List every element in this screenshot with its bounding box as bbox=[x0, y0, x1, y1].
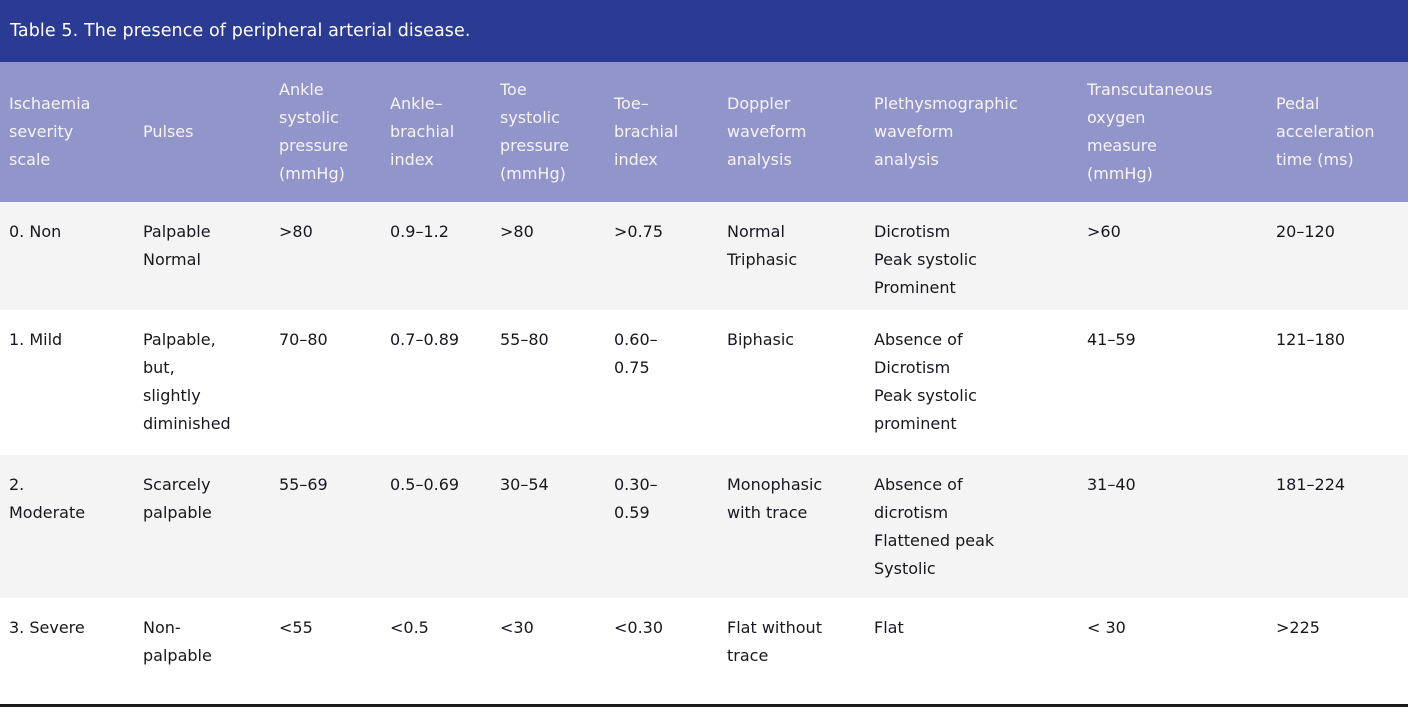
cell-plethysmographic-waveform-analysis: Absence of dicrotism Flattened peak Syst… bbox=[874, 475, 995, 578]
cell-toe-systolic-pressure: <30 bbox=[500, 618, 534, 637]
cell-pedal-acceleration-time: >225 bbox=[1276, 618, 1320, 637]
cell-pulses: Palpable, but, slightly diminished bbox=[143, 330, 231, 433]
cell-toe-brachial-index: <0.30 bbox=[614, 618, 664, 637]
cell-plethysmographic-waveform-analysis: Flat bbox=[874, 618, 904, 637]
cell-toe-systolic-pressure: 30–54 bbox=[500, 475, 549, 494]
cell-toe-brachial-index: >0.75 bbox=[614, 222, 664, 241]
cell-ankle-brachial-index: <0.5 bbox=[390, 618, 429, 637]
cell-ankle-brachial-index: 0.9–1.2 bbox=[390, 222, 449, 241]
table-row: 0. Non Palpable Normal >80 0.9–1.2 >80 >0.75 N… bbox=[0, 202, 1408, 310]
table-title-bar: Table 5. The presence of peripheral arte… bbox=[0, 0, 1408, 62]
cell-pedal-acceleration-time: 20–120 bbox=[1276, 222, 1335, 241]
table-row: 3. Severe Non- palpable <55 <0.5 <30 <0.30 Fla… bbox=[0, 598, 1408, 705]
cell-transcutaneous-oxygen-measure: 31–40 bbox=[1087, 475, 1136, 494]
cell-ankle-systolic-pressure: <55 bbox=[279, 618, 313, 637]
cell-pulses: Non- palpable bbox=[143, 618, 212, 665]
cell-ischaemia-severity-scale: 1. Mild bbox=[9, 330, 63, 349]
cell-transcutaneous-oxygen-measure: 41–59 bbox=[1087, 330, 1136, 349]
column-header-ischaemia-severity-scale: Ischaemia severity scale bbox=[9, 94, 91, 169]
cell-doppler-waveform-analysis: Monophasic with trace bbox=[727, 475, 823, 522]
cell-pedal-acceleration-time: 121–180 bbox=[1276, 330, 1346, 349]
pad-severity-table: Ischaemia severity scale Pulses Ankle syst… bbox=[0, 62, 1408, 707]
cell-pulses: Palpable Normal bbox=[143, 222, 211, 269]
table-row: 1. Mild Palpable, but, slightly diminishe… bbox=[0, 310, 1408, 455]
header-row: Ischaemia severity scale Pulses Ankle syst… bbox=[0, 62, 1408, 202]
cell-transcutaneous-oxygen-measure: < 30 bbox=[1087, 618, 1126, 637]
column-header-plethysmographic-waveform-analysis: Plethysmographic waveform analysis bbox=[874, 94, 1018, 169]
cell-toe-brachial-index: 0.60– 0.75 bbox=[614, 330, 658, 377]
cell-doppler-waveform-analysis: Normal Triphasic bbox=[727, 222, 798, 269]
cell-transcutaneous-oxygen-measure: >60 bbox=[1087, 222, 1121, 241]
column-header-toe-brachial-index: Toe– brachial index bbox=[614, 94, 679, 169]
cell-doppler-waveform-analysis: Biphasic bbox=[727, 330, 795, 349]
cell-ischaemia-severity-scale: 3. Severe bbox=[9, 618, 85, 637]
cell-ankle-brachial-index: 0.7–0.89 bbox=[390, 330, 460, 349]
cell-ankle-systolic-pressure: >80 bbox=[279, 222, 313, 241]
cell-ischaemia-severity-scale: 2. Moderate bbox=[9, 475, 86, 522]
cell-ankle-systolic-pressure: 70–80 bbox=[279, 330, 328, 349]
cell-ankle-brachial-index: 0.5–0.69 bbox=[390, 475, 460, 494]
column-header-toe-systolic-pressure: Toe systolic pressure (mmHg) bbox=[500, 80, 570, 183]
cell-ischaemia-severity-scale: 0. Non bbox=[9, 222, 62, 241]
column-header-ankle-systolic-pressure: Ankle systolic pressure (mmHg) bbox=[279, 80, 349, 183]
table-body: 0. Non Palpable Normal >80 0.9–1.2 >80 >0.75 N… bbox=[0, 202, 1408, 705]
cell-ankle-systolic-pressure: 55–69 bbox=[279, 475, 328, 494]
cell-plethysmographic-waveform-analysis: Dicrotism Peak systolic Prominent bbox=[874, 222, 977, 297]
cell-pedal-acceleration-time: 181–224 bbox=[1276, 475, 1346, 494]
column-header-doppler-waveform-analysis: Doppler waveform analysis bbox=[727, 94, 807, 169]
cell-toe-brachial-index: 0.30– 0.59 bbox=[614, 475, 658, 522]
column-header-ankle-brachial-index: Ankle– brachial index bbox=[390, 94, 455, 169]
table-title: Table 5. The presence of peripheral arte… bbox=[10, 21, 471, 41]
cell-toe-systolic-pressure: 55–80 bbox=[500, 330, 549, 349]
column-header-pedal-acceleration-time: Pedal acceleration time (ms) bbox=[1276, 94, 1375, 169]
column-header-pulses: Pulses bbox=[143, 122, 194, 141]
column-header-transcutaneous-oxygen-measure: Transcutaneous oxygen measure (mmHg) bbox=[1087, 80, 1213, 183]
cell-doppler-waveform-analysis: Flat without trace bbox=[727, 618, 822, 665]
cell-plethysmographic-waveform-analysis: Absence of Dicrotism Peak systolic promi… bbox=[874, 330, 977, 433]
cell-pulses: Scarcely palpable bbox=[143, 475, 212, 522]
cell-toe-systolic-pressure: >80 bbox=[500, 222, 534, 241]
table-row: 2. Moderate Scarcely palpable 55–69 0.5–0.6… bbox=[0, 455, 1408, 598]
